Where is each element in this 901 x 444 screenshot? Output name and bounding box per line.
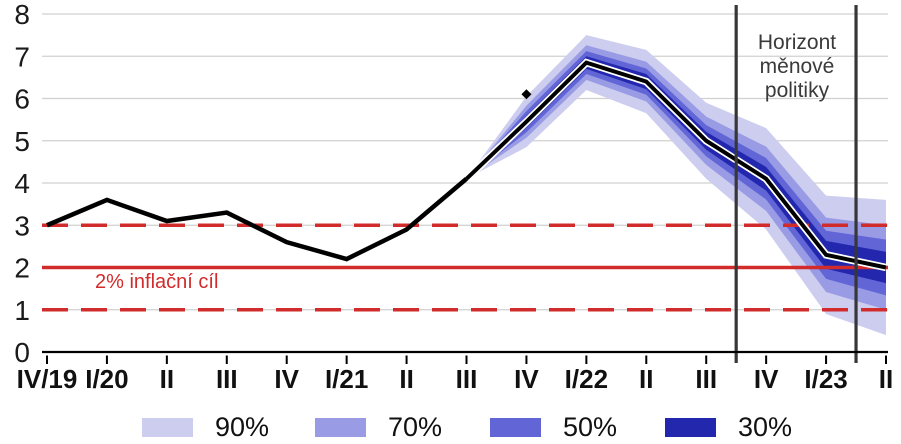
legend-label: 90% xyxy=(215,412,270,442)
y-tick-label-0: 0 xyxy=(14,337,30,368)
y-tick-label-2: 2 xyxy=(14,253,30,284)
legend-item-50: 50% xyxy=(490,412,617,443)
y-tick-label-6: 6 xyxy=(14,84,30,115)
legend-item-30: 30% xyxy=(665,412,792,443)
x-tick-label: IV/19 xyxy=(17,364,78,394)
x-tick-label: I/21 xyxy=(325,364,368,394)
x-tick-label: I/20 xyxy=(85,364,128,394)
y-tick-label-1: 1 xyxy=(14,295,30,326)
y-tick-label-5: 5 xyxy=(14,126,30,157)
legend-label: 50% xyxy=(563,412,618,442)
y-tick-label-4: 4 xyxy=(14,168,30,199)
legend-swatch-90 xyxy=(142,418,193,437)
x-tick-label: IV xyxy=(514,364,539,394)
legend-swatch-30 xyxy=(665,418,716,437)
x-tick-label: III xyxy=(456,364,478,394)
legend-item-70: 70% xyxy=(315,412,442,443)
legend-label: 30% xyxy=(738,412,793,442)
x-tick-label: II xyxy=(399,364,413,394)
x-tick-label: I/22 xyxy=(565,364,608,394)
legend-swatch-70 xyxy=(315,418,366,437)
y-tick-label-8: 8 xyxy=(14,0,30,30)
legend-swatch-50 xyxy=(490,418,541,437)
actual-value-diamond-marker xyxy=(521,89,532,100)
policy-horizon-label: Horizont měnové politiky xyxy=(757,31,837,102)
x-tick-label: II xyxy=(639,364,653,394)
history-line xyxy=(46,177,468,262)
y-tick-label-7: 7 xyxy=(14,41,30,72)
chart-legend: 90% 70% 50% 30% xyxy=(0,412,901,442)
x-tick-label: IV xyxy=(274,364,299,394)
y-tick-label-3: 3 xyxy=(14,210,30,241)
legend-label: 70% xyxy=(388,412,443,442)
x-tick-label: III xyxy=(216,364,238,394)
x-tick-label: II xyxy=(879,364,893,394)
inflation-target-label: 2% inflační cíl xyxy=(95,271,219,293)
x-tick-label: I/23 xyxy=(804,364,847,394)
x-tick-label: IV xyxy=(754,364,779,394)
forecast-line xyxy=(465,60,887,270)
x-tick-label: II xyxy=(160,364,174,394)
legend-item-90: 90% xyxy=(142,412,269,443)
x-tick-label: III xyxy=(695,364,717,394)
